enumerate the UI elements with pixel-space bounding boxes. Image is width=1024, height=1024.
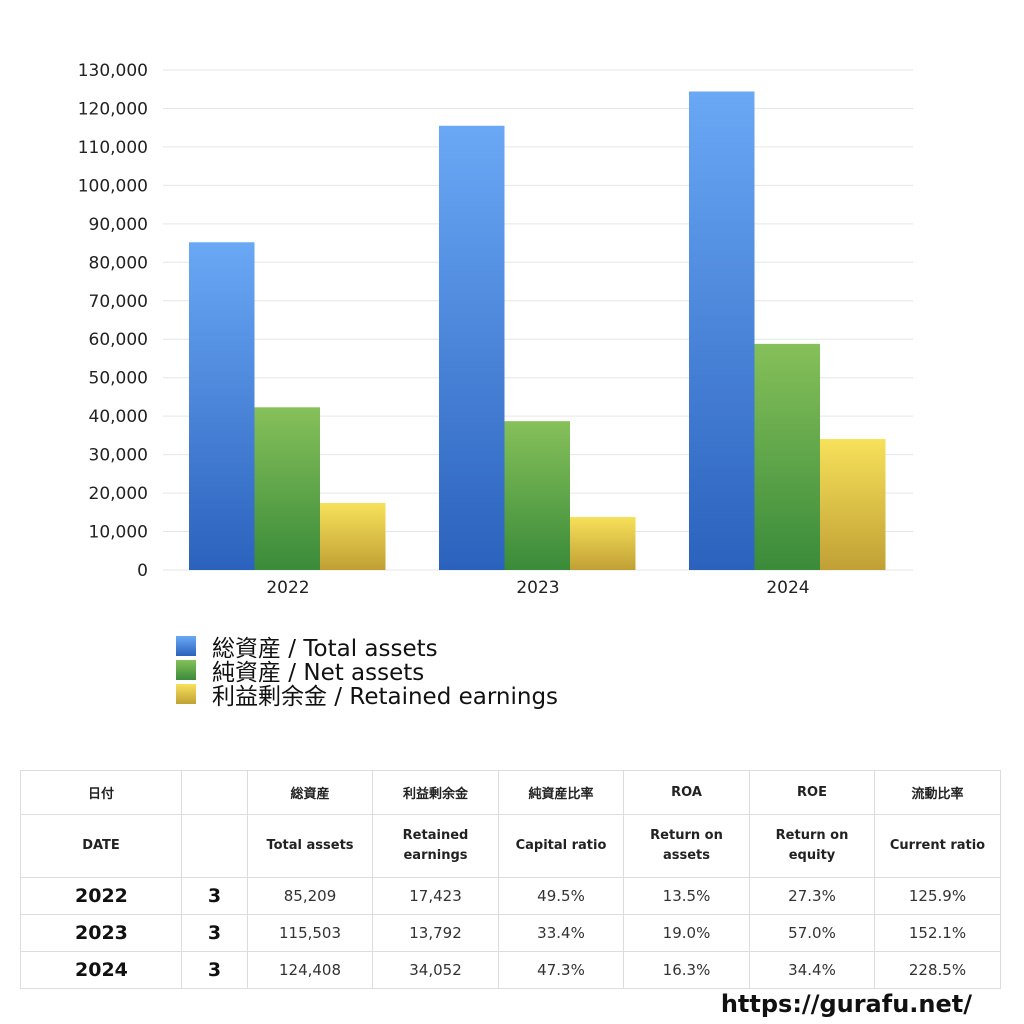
bar-net-assets-2023: [504, 421, 570, 570]
cell-total-assets: 115,503: [247, 914, 373, 952]
cell-roa: 19.0%: [623, 914, 750, 952]
y-tick-label: 20,000: [89, 484, 148, 504]
bar-retained-earnings-2022: [320, 502, 386, 570]
cell-total-assets: 85,209: [247, 877, 373, 915]
header-month-en: [181, 814, 248, 878]
header-roe-en: Return on equity: [749, 814, 875, 878]
bar-total-assets-2023: [439, 125, 505, 570]
y-tick-label: 130,000: [78, 61, 148, 81]
table-row: 2023 3 115,503 13,792 33.4% 19.0% 57.0% …: [20, 914, 1001, 952]
table-header-row-jp: 日付 総資産 利益剰余金 純資産比率 ROA ROE 流動比率: [20, 770, 1001, 815]
legend-swatch-total-assets: [176, 636, 196, 656]
legend-label-net-assets: 純資産 / Net assets: [212, 660, 425, 686]
legend-swatch-net-assets: [176, 660, 196, 680]
bar-net-assets-2022: [254, 407, 320, 570]
legend-label-total-assets: 総資産 / Total assets: [212, 636, 438, 662]
header-current-ratio-en: Current ratio: [874, 814, 1001, 878]
cell-retained-earnings: 13,792: [372, 914, 499, 952]
header-date-jp: 日付: [20, 770, 182, 815]
row-month: 3: [181, 877, 248, 915]
y-tick-label: 0: [137, 561, 148, 581]
table-header-row-en: DATE Total assets Retained earnings Capi…: [20, 814, 1001, 878]
bars: [189, 91, 886, 570]
financial-stats-table: 日付 総資産 利益剰余金 純資産比率 ROA ROE 流動比率 DATE Tot…: [20, 770, 1001, 989]
cell-current-ratio: 152.1%: [874, 914, 1001, 952]
x-tick-label: 2024: [766, 578, 809, 598]
x-tick-label: 2023: [516, 578, 559, 598]
cell-roe: 57.0%: [749, 914, 875, 952]
row-month: 3: [181, 914, 248, 952]
legend-label-retained-earnings: 利益剰余金 / Retained earnings: [212, 684, 559, 710]
y-tick-label: 110,000: [78, 138, 148, 158]
cell-total-assets: 124,408: [247, 951, 373, 989]
y-tick-label: 60,000: [89, 330, 148, 350]
header-date-en: DATE: [20, 814, 182, 878]
legend-item-total-assets: 総資産 / Total assets: [176, 634, 558, 662]
legend-swatch-retained-earnings: [176, 684, 196, 704]
bar-net-assets-2024: [754, 343, 820, 570]
legend-item-net-assets: 純資産 / Net assets: [176, 658, 558, 686]
y-tick-label: 100,000: [78, 176, 148, 196]
table-row: 2022 3 85,209 17,423 49.5% 13.5% 27.3% 1…: [20, 877, 1001, 915]
cell-capital-ratio: 49.5%: [498, 877, 624, 915]
header-retained-earnings-en: Retained earnings: [372, 814, 499, 878]
header-month-jp: [181, 770, 248, 815]
y-tick-label: 10,000: [89, 523, 148, 543]
cell-roe: 27.3%: [749, 877, 875, 915]
cell-retained-earnings: 17,423: [372, 877, 499, 915]
row-month: 3: [181, 951, 248, 989]
y-tick-label: 30,000: [89, 446, 148, 466]
bar-total-assets-2022: [189, 242, 255, 570]
y-tick-label: 90,000: [89, 215, 148, 235]
bar-chart: 0 10,000 20,000 30,000 40,000 50,000 60,000 70,…: [78, 61, 913, 598]
cell-roa: 16.3%: [623, 951, 750, 989]
bar-total-assets-2024: [689, 91, 755, 570]
row-year: 2022: [20, 877, 182, 915]
table-row: 2024 3 124,408 34,052 47.3% 16.3% 34.4% …: [20, 951, 1001, 989]
header-roe-jp: ROE: [749, 770, 875, 815]
header-current-ratio-jp: 流動比率: [874, 770, 1001, 815]
cell-current-ratio: 228.5%: [874, 951, 1001, 989]
legend-item-retained-earnings: 利益剰余金 / Retained earnings: [176, 682, 558, 710]
bar-retained-earnings-2024: [820, 439, 886, 570]
y-tick-label: 50,000: [89, 369, 148, 389]
legend: 総資産 / Total assets 純資産 / Net assets 利益剰余…: [176, 634, 558, 710]
x-axis-tick-labels: 2022 2023 2024: [266, 578, 809, 598]
header-roa-en: Return on assets: [623, 814, 750, 878]
header-capital-ratio-jp: 純資産比率: [498, 770, 624, 815]
y-axis-tick-labels: 0 10,000 20,000 30,000 40,000 50,000 60,000 70,…: [78, 61, 148, 581]
cell-current-ratio: 125.9%: [874, 877, 1001, 915]
y-tick-label: 70,000: [89, 292, 148, 312]
bar-retained-earnings-2023: [570, 516, 636, 570]
cell-roa: 13.5%: [623, 877, 750, 915]
cell-roe: 34.4%: [749, 951, 875, 989]
x-tick-label: 2022: [266, 578, 309, 598]
cell-capital-ratio: 47.3%: [498, 951, 624, 989]
grid-lines: [163, 69, 913, 571]
cell-retained-earnings: 34,052: [372, 951, 499, 989]
y-tick-label: 40,000: [89, 407, 148, 427]
y-tick-label: 120,000: [78, 99, 148, 119]
header-total-assets-en: Total assets: [247, 814, 373, 878]
row-year: 2024: [20, 951, 182, 989]
y-tick-label: 80,000: [89, 253, 148, 273]
header-capital-ratio-en: Capital ratio: [498, 814, 624, 878]
header-roa-jp: ROA: [623, 770, 750, 815]
header-total-assets-jp: 総資産: [247, 770, 373, 815]
site-url[interactable]: https://gurafu.net/: [720, 990, 972, 1018]
cell-capital-ratio: 33.4%: [498, 914, 624, 952]
header-retained-earnings-jp: 利益剰余金: [372, 770, 499, 815]
row-year: 2023: [20, 914, 182, 952]
